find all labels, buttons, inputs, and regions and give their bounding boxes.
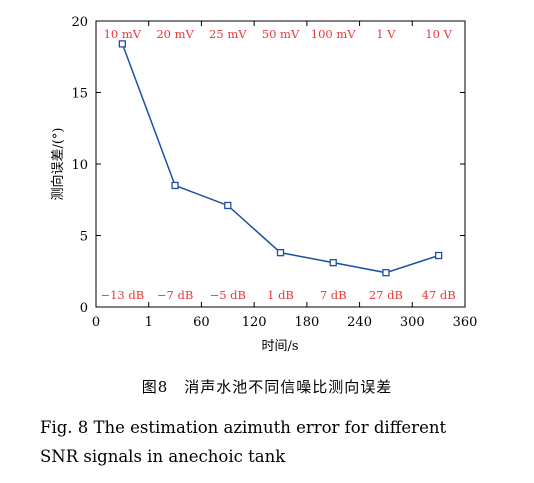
x-tick-label: 300	[400, 315, 425, 330]
x-tick-label: 240	[347, 315, 372, 330]
x-tick-label: 360	[453, 315, 478, 330]
snr-label: 47 dB	[422, 288, 456, 302]
data-point-marker	[171, 181, 179, 190]
x-axis-title: 时间/s	[261, 339, 298, 354]
snr-label: 7 dB	[320, 288, 347, 302]
x-tick-label: 60	[193, 315, 210, 330]
plot-frame	[95, 20, 466, 308]
data-point-marker	[329, 259, 337, 267]
y-axis-ticks: 0 5 10 15 20	[71, 15, 465, 316]
figure-caption-english-line-1: Fig. 8 The estimation azimuth error for …	[40, 418, 447, 437]
amplitude-label: 50 mV	[262, 27, 300, 41]
amplitude-label: 1 V	[376, 27, 396, 41]
y-tick-label: 10	[71, 158, 88, 173]
amplitude-label: 10 mV	[104, 27, 142, 41]
amplitude-label: 100 mV	[311, 27, 357, 41]
x-tick-label: 0	[92, 315, 100, 330]
amplitude-label: 20 mV	[156, 27, 194, 41]
x-axis-ticks: 0 1 60 120 180 240 300 360	[92, 21, 478, 330]
x-tick-label: 1	[145, 315, 153, 330]
snr-label: −5 dB	[210, 288, 246, 302]
data-point-marker	[118, 40, 127, 48]
y-tick-label: 20	[71, 15, 88, 30]
snr-label: −13 dB	[100, 288, 144, 302]
x-tick-label: 180	[294, 315, 319, 330]
snr-label: −7 dB	[157, 288, 193, 302]
amplitude-label: 25 mV	[209, 27, 247, 41]
data-point-marker	[276, 249, 285, 257]
y-tick-label: 5	[80, 230, 88, 245]
data-point-marker	[434, 251, 443, 260]
figure-caption-chinese: 图8 消声水池不同信噪比测向误差	[141, 378, 393, 396]
y-tick-label: 0	[80, 301, 88, 316]
series-line	[121, 43, 439, 274]
data-point-marker	[382, 269, 390, 277]
figure-caption-english-line-2: SNR signals in anechoic tank	[40, 447, 286, 466]
y-tick-label: 15	[71, 87, 88, 102]
y-axis-title: 测向误差/(°)	[50, 127, 66, 200]
snr-label: 1 dB	[267, 288, 294, 302]
amplitude-label: 10 V	[425, 27, 452, 41]
series-layer	[118, 40, 443, 277]
snr-labels: −13 dB −7 dB −5 dB 1 dB 7 dB 27 dB 47 dB	[100, 288, 455, 302]
amplitude-labels: 10 mV 20 mV 25 mV 50 mV 100 mV 1 V 10 V	[104, 27, 453, 41]
x-tick-label: 120	[242, 315, 267, 330]
data-point-marker	[224, 201, 232, 210]
snr-label: 27 dB	[369, 288, 403, 302]
